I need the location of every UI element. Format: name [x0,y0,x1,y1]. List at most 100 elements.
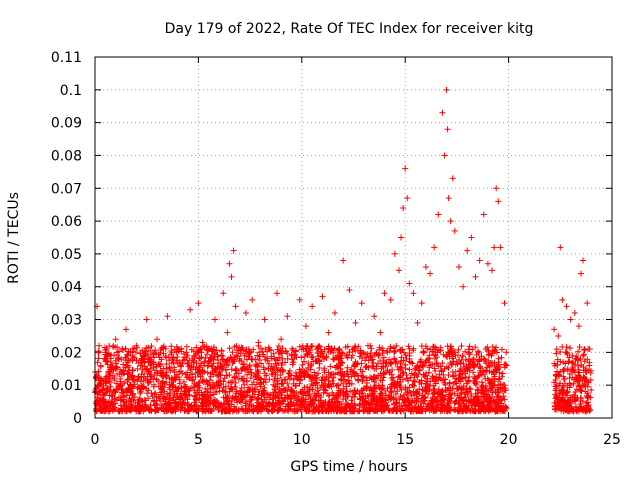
data-point [575,323,582,330]
data-point [565,359,572,366]
data-point [573,353,580,360]
data-point [471,361,478,368]
data-point [289,345,296,352]
data-point [351,387,358,394]
data-point [345,377,352,384]
data-point [255,339,262,346]
data-point [308,361,315,368]
data-point [116,371,123,378]
data-point [158,372,165,379]
data-point [477,408,484,415]
data-point [151,372,158,379]
data-point [261,389,268,396]
data-point [495,198,502,205]
data-point [282,403,289,410]
data-point [193,407,200,414]
data-point [479,384,486,391]
data-point [168,379,175,386]
data-point [404,375,411,382]
data-point [129,353,136,360]
data-point [267,365,274,372]
data-point [304,371,311,378]
data-point [208,407,215,414]
data-point [577,270,584,277]
data-point [343,388,350,395]
data-point [479,402,486,409]
data-point [485,349,492,356]
data-point [402,365,409,372]
data-point [301,374,308,381]
data-point [575,366,582,373]
data-point [464,247,471,254]
data-point [210,391,217,398]
data-point [268,355,275,362]
data-point [110,343,117,350]
data-point [334,399,341,406]
x-axis-label: GPS time / hours [290,459,407,475]
data-point [330,371,337,378]
data-point [231,373,238,380]
data-point [387,296,394,303]
data-point [397,384,404,391]
data-point [255,407,262,414]
data-point [551,362,558,369]
data-point [458,343,465,350]
data-point [149,393,156,400]
data-point [454,352,461,359]
data-point [431,244,438,251]
data-point [432,344,439,351]
data-point [357,347,364,354]
data-point [205,362,212,369]
data-point [424,345,431,352]
data-point [410,388,417,395]
data-point [412,367,419,374]
data-point [413,372,420,379]
data-point [201,344,208,351]
data-point [145,379,152,386]
data-point [374,360,381,367]
data-point [174,353,181,360]
data-point [108,365,115,372]
data-point [407,400,414,407]
data-point [148,343,155,350]
data-point [291,354,298,361]
data-point [569,359,576,366]
data-point [577,356,584,363]
data-point [487,379,494,386]
data-point [199,377,206,384]
data-point [169,355,176,362]
data-point [102,377,109,384]
data-point [416,379,423,386]
data-point [226,260,233,267]
data-point [581,358,588,365]
data-point [424,356,431,363]
data-point [222,388,229,395]
data-point [238,385,245,392]
x-tick-label: 5 [194,432,203,448]
data-point [439,360,446,367]
data-point [556,372,563,379]
data-point [240,365,247,372]
data-point [345,402,352,409]
data-point [562,399,569,406]
data-point [265,360,272,367]
data-point [277,405,284,412]
data-point [267,392,274,399]
data-point [137,350,144,357]
data-point [244,363,251,370]
data-point [128,402,135,409]
data-point [501,300,508,307]
data-point [210,401,217,408]
data-point [336,349,343,356]
data-point [163,361,170,368]
data-point [398,234,405,241]
data-point [553,350,560,357]
data-point [228,273,235,280]
data-point [371,313,378,320]
data-point [445,372,452,379]
data-point [285,384,292,391]
data-point [349,352,356,359]
data-point [340,405,347,412]
data-point [462,394,469,401]
